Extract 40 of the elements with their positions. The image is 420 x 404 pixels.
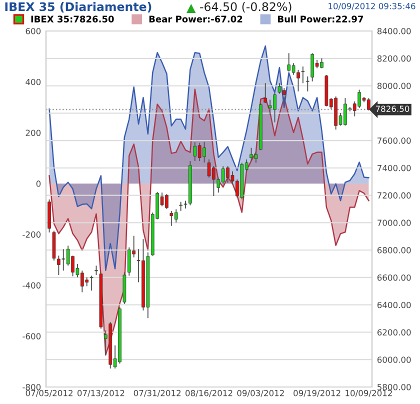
y-tick-label: -800 <box>22 384 41 390</box>
x-tick-label: 07/13/2012 <box>77 390 124 397</box>
y-tick-label: -200 <box>22 231 41 238</box>
candlestick <box>306 76 310 92</box>
x-tick-label: 07/31/2012 <box>134 390 181 397</box>
x-tick-label: 07/05/2012 <box>26 390 72 397</box>
ref-line-label: 7826.50 <box>376 106 410 112</box>
y2-tick-label: 7600.00 <box>378 138 411 144</box>
candlestick <box>94 265 98 276</box>
x-tick-label: 10/09/2012 <box>346 390 392 397</box>
y2-tick-label: 7200.00 <box>378 192 411 199</box>
y2-tick-label: 6800.00 <box>377 247 411 254</box>
chart-subtitle: -64.50 (-0.82%) <box>200 2 292 13</box>
x-tick-label: 08/16/2012 <box>186 390 232 397</box>
y-tick-label: -600 <box>22 333 41 340</box>
y2-tick-label: 6200.00 <box>377 329 411 336</box>
x-tick-label: 09/03/2012 <box>237 390 284 397</box>
candlestick <box>301 66 305 84</box>
candlestick <box>264 82 268 104</box>
y2-tick-label: 7000.00 <box>378 220 411 226</box>
y-tick-label: -400 <box>22 282 41 289</box>
y2-tick-label: 8000.00 <box>377 82 411 90</box>
y-tick-label: 400 <box>26 78 41 86</box>
text: 10/09/2012 09:35:46 <box>328 2 416 10</box>
y2-tick-label: 6600.00 <box>377 274 411 281</box>
y2-tick-label: 8400.00 <box>377 28 411 34</box>
legend-label: IBEX 35:7826.50 <box>31 16 114 22</box>
y2-tick-label: 8200.00 <box>377 55 411 62</box>
y2-tick-label: 6400.00 <box>377 302 411 308</box>
y-tick-label: 600 <box>26 28 41 34</box>
y2-tick-label: 6000.00 <box>377 356 411 363</box>
y2-tick-label: 7400.00 <box>378 164 411 172</box>
x-tick-label: 09/19/2012 <box>294 390 340 397</box>
candlestick <box>90 275 94 292</box>
y-tick-label: 0 <box>36 180 41 187</box>
legend-label: Bull Power:22.97 <box>278 15 364 22</box>
y2-tick-label: 5800.00 <box>378 384 411 390</box>
chart-title: IBEX 35 (Diariamente) <box>5 2 152 13</box>
legend-label: Bear Power:-67.02 <box>149 16 242 22</box>
y-tick-label: 200 <box>26 130 41 136</box>
